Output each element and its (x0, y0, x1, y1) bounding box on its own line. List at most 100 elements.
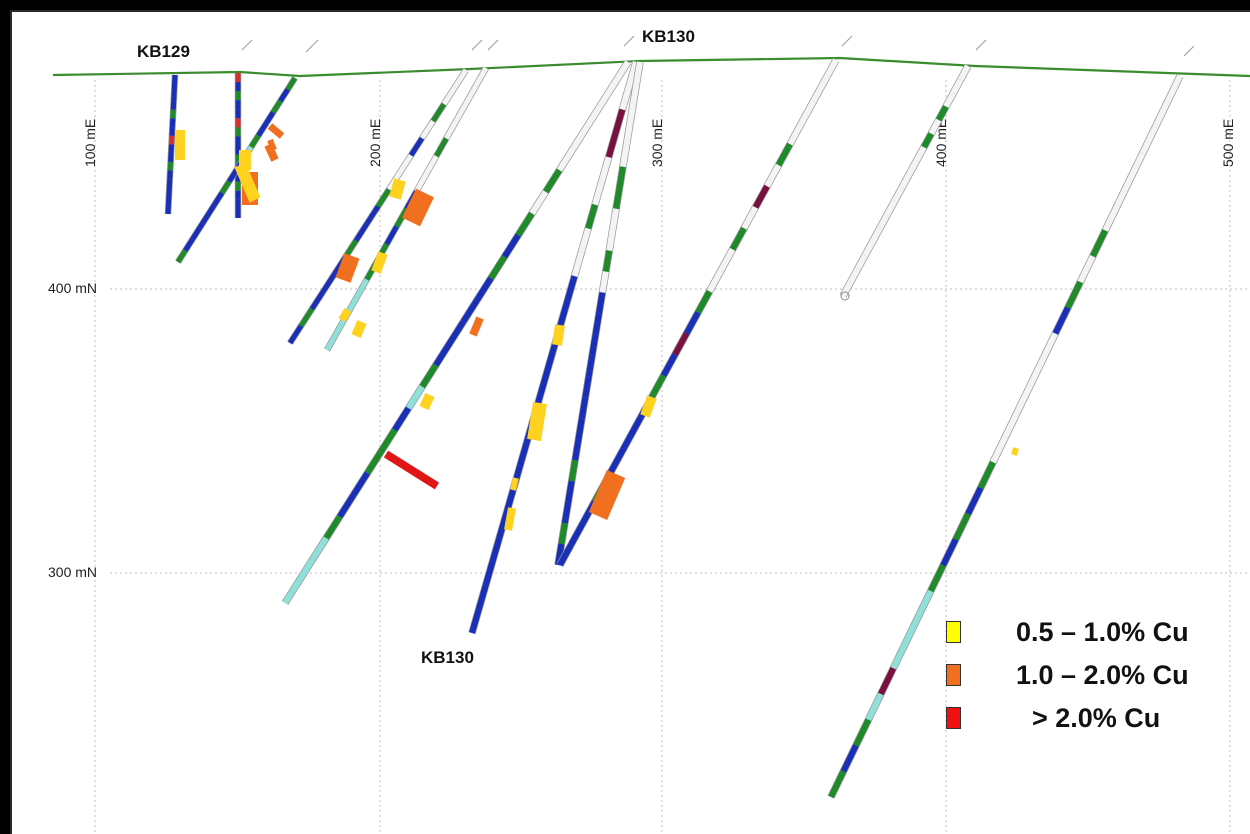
legend-swatch-low (946, 621, 961, 643)
lithology-interval (309, 290, 326, 311)
grade-interval (469, 316, 484, 337)
northing-label-300: 300 mN (48, 564, 97, 580)
grade-interval (335, 253, 360, 283)
lithology-interval (752, 184, 770, 209)
lithology-interval (1040, 332, 1059, 361)
hole-label-kb129: KB129 (137, 42, 190, 61)
lithology-interval (354, 278, 369, 299)
lithology-interval (1164, 74, 1183, 104)
drill-hole (839, 64, 972, 298)
collar-tag (471, 39, 483, 51)
lithology-interval (913, 145, 927, 163)
lithology-interval (1052, 306, 1071, 335)
lithology-interval (599, 271, 609, 294)
lithology-interval (452, 68, 469, 89)
collar-tag (841, 35, 853, 47)
lithology-interval (602, 250, 613, 273)
lithology-interval (718, 247, 736, 272)
northing-grid (110, 288, 1250, 574)
lithology-interval (414, 172, 429, 193)
hole-label-kb130-toe: KB130 (421, 648, 474, 667)
lithology-interval (175, 249, 188, 264)
easting-label-100: 100 mE (82, 119, 98, 167)
lithology-interval (921, 132, 934, 149)
lithology-interval (878, 666, 897, 696)
lithology-interval (190, 226, 203, 241)
lithology-interval (197, 214, 210, 229)
lithology-interval (706, 268, 724, 293)
end-of-hole-marker (840, 291, 850, 301)
drill-hole (287, 68, 469, 345)
lithology-interval (364, 449, 384, 475)
lithology-interval (613, 187, 623, 210)
lithology-interval (695, 290, 713, 314)
lithology-interval (729, 226, 747, 251)
lithology-interval (558, 522, 568, 545)
lithology-interval (212, 191, 224, 206)
lithology-interval (572, 438, 582, 461)
grade-interval (419, 392, 435, 411)
lithology-interval (958, 64, 971, 81)
lithology-interval (568, 459, 579, 482)
legend-swatch-high (946, 707, 961, 729)
legend-item-low: 0.5 – 1.0% Cu (946, 617, 1246, 660)
collar-tag (1183, 45, 1195, 57)
lithology-interval (323, 514, 343, 540)
lithology-interval (287, 324, 304, 345)
lithology-interval (405, 384, 425, 410)
lithology-interval (869, 226, 883, 244)
lithology-interval (660, 353, 678, 378)
lithology-interval (598, 82, 617, 107)
lithology-interval (865, 692, 884, 722)
lithology-interval (990, 435, 1009, 464)
lithology-interval (633, 61, 643, 84)
lithology-interval (444, 119, 459, 140)
lithology-interval (565, 480, 575, 503)
lithology-interval (278, 88, 290, 103)
lithology-interval (840, 744, 859, 773)
lithology-interval (584, 103, 604, 129)
lithology-interval (775, 142, 793, 167)
lithology-interval (592, 180, 605, 206)
lithology-interval (1139, 126, 1158, 155)
lithology-interval (884, 199, 898, 217)
easting-label-500: 500 mE (1220, 119, 1236, 167)
lithology-interval (798, 100, 816, 125)
lithology-interval (1090, 229, 1108, 258)
lithology-interval (943, 91, 956, 109)
collar-tag (975, 39, 987, 51)
lithology-interval (183, 237, 195, 252)
lithology-interval (1015, 383, 1034, 413)
grade-interval (389, 178, 406, 200)
lithology-interval (561, 501, 572, 524)
lithology-interval (430, 102, 447, 123)
lithology-interval (408, 136, 425, 157)
drill-holes (164, 58, 1184, 799)
lithology-interval (1027, 357, 1046, 387)
lithology-interval (623, 124, 633, 147)
lithology-interval (1114, 177, 1133, 207)
lithology-interval (741, 205, 759, 230)
lithology-interval (977, 460, 996, 490)
grade-interval (371, 251, 388, 274)
grade-interval (588, 470, 626, 520)
lithology-interval (1065, 280, 1083, 310)
lithology-interval (337, 493, 357, 519)
lithology-interval (424, 154, 439, 175)
lithology-interval (515, 211, 535, 237)
grade-legend: 0.5 – 1.0% Cu 1.0 – 2.0% Cu > 2.0% Cu (946, 617, 1246, 746)
lithology-interval (537, 370, 551, 396)
grade-interval-high (383, 450, 440, 490)
lithology-interval (285, 76, 298, 91)
hole-label-kb130-collar: KB130 (642, 27, 695, 46)
lithology-interval (899, 172, 912, 190)
lithology-interval (596, 292, 606, 314)
lithology-interval (270, 99, 283, 114)
lithology-interval (1002, 409, 1021, 438)
legend-label-low: 0.5 – 1.0% Cu (1016, 617, 1189, 647)
lithology-interval (609, 208, 620, 231)
lithology-interval (219, 180, 232, 195)
lithology-interval (564, 275, 578, 301)
